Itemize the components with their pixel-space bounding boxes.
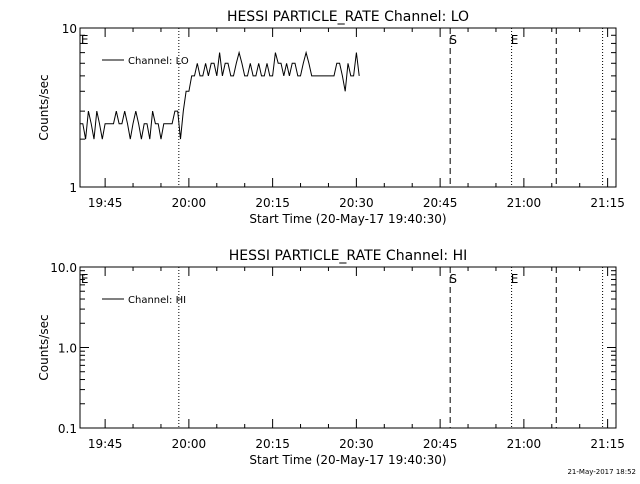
legend-entry-label: Channel: LO	[128, 56, 189, 67]
panel-channel-hi: HESSI PARTICLE_RATE Channel: HI Start Tim…	[37, 248, 625, 467]
plot-frame	[79, 27, 617, 188]
x-tick-label: 19:45	[88, 196, 123, 210]
x-tick-label: 20:15	[255, 196, 290, 210]
generated-timestamp: 21-May-2017 18:52	[567, 468, 636, 476]
event-marker-label: E	[81, 272, 89, 286]
x-tick-label: 20:00	[172, 437, 207, 451]
x-axis-label: Start Time (20-May-17 19:40:30)	[249, 212, 446, 226]
plot-frame	[79, 266, 617, 429]
x-tick-label: 20:00	[172, 196, 207, 210]
x-tick-label: 20:30	[339, 196, 374, 210]
event-marker-label: E	[81, 33, 89, 47]
x-tick-label: 20:45	[423, 437, 458, 451]
series-line-channel-lo	[80, 50, 360, 140]
chart-title: HESSI PARTICLE_RATE Channel: LO	[227, 9, 469, 25]
y-tick-label: 10	[62, 22, 77, 36]
y-axis-label: Counts/sec	[37, 314, 51, 380]
x-tick-label: 20:30	[339, 437, 374, 451]
y-tick-label: 1	[69, 181, 77, 195]
y-tick-label: 1.0	[58, 342, 77, 356]
x-tick-label: 20:15	[255, 437, 290, 451]
x-tick-label: 21:15	[590, 196, 625, 210]
y-tick-label: 10.0	[50, 261, 77, 275]
y-axis-label: Counts/sec	[37, 74, 51, 140]
event-marker-label: E	[511, 33, 519, 47]
panel-channel-lo: HESSI PARTICLE_RATE Channel: LO Start Tim…	[37, 9, 625, 226]
event-marker-label: E	[511, 272, 519, 286]
x-tick-label: 21:00	[507, 196, 542, 210]
chart-title: HESSI PARTICLE_RATE Channel: HI	[229, 248, 467, 264]
x-axis-label: Start Time (20-May-17 19:40:30)	[249, 453, 446, 467]
event-marker-label: S	[449, 33, 457, 47]
x-tick-label: 19:45	[88, 437, 123, 451]
x-tick-label: 20:45	[423, 196, 458, 210]
y-tick-label: 0.1	[58, 422, 77, 436]
event-marker-label: S	[449, 272, 457, 286]
legend-entry-label: Channel: HI	[128, 295, 186, 306]
x-tick-label: 21:00	[507, 437, 542, 451]
x-tick-label: 21:15	[590, 437, 625, 451]
